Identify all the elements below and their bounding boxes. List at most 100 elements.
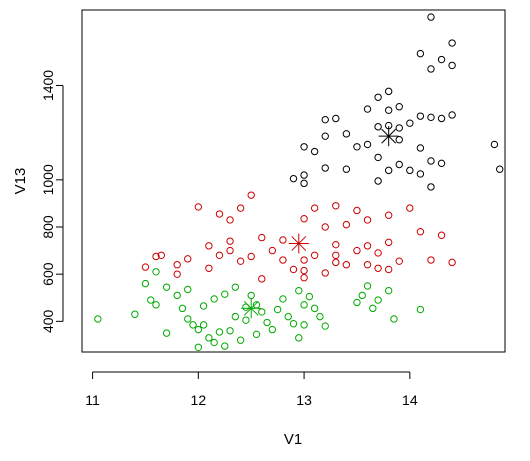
data-point [374,264,382,272]
data-point [210,338,218,347]
data-point [374,296,382,304]
data-point [406,204,414,212]
data-point [141,263,150,271]
data-point [226,246,234,255]
data-point [321,132,329,140]
data-point [448,111,456,119]
data-point [300,301,308,309]
data-point [384,286,393,295]
cluster-center-marker [288,233,309,254]
data-point [263,318,271,327]
y-axis: 400 600 800 1000 1400 [40,70,64,333]
data-point [199,321,208,329]
data-point [279,256,287,264]
data-point [300,266,308,275]
data-point [178,304,187,313]
plot-frame [81,9,506,353]
data-point [437,114,446,123]
data-point [332,240,340,249]
data-point [416,228,425,236]
data-point [289,265,298,274]
data-point [427,13,435,21]
data-point [437,231,446,239]
data-point [258,275,266,283]
data-point [194,203,203,211]
data-point [427,183,435,191]
data-point [295,286,303,295]
data-point [427,157,435,165]
data-point [416,112,425,120]
data-point [384,211,393,219]
data-point [194,343,203,351]
data-point [258,233,266,242]
data-point [427,113,435,122]
data-point [300,143,308,151]
data-point [437,55,446,64]
cluster-center-marker [241,298,262,319]
data-point [332,258,340,267]
data-point [152,252,160,261]
data-point [157,251,166,259]
data-point [363,105,372,113]
data-point [332,251,340,259]
data-point [215,251,224,259]
data-point [258,308,266,316]
data-point [342,261,351,269]
y-axis-label: V13 [12,168,29,195]
data-point [406,119,414,127]
data-point [236,336,245,344]
data-point [300,274,308,282]
data-point [321,115,329,124]
data-point [226,237,234,245]
data-point [310,251,319,259]
data-point [374,123,382,131]
data-point [363,282,372,290]
data-points [94,13,504,351]
data-point [384,238,393,247]
data-point [242,316,250,324]
data-point [279,295,287,303]
y-tick-label: 600 [40,262,56,286]
data-point [226,216,234,224]
data-point [295,334,303,342]
data-point [437,159,446,168]
data-point [316,312,324,321]
data-point [342,130,351,138]
data-point [374,249,382,257]
data-point [300,171,308,179]
data-point [210,295,218,303]
data-point [490,140,499,149]
data-point [427,256,435,264]
data-point [332,114,340,123]
data-point [215,210,224,218]
data-point [342,165,351,173]
data-point [252,330,261,339]
data-point [162,329,171,337]
x-tick-label: 12 [191,392,207,408]
data-point [162,283,171,291]
data-point [363,140,372,149]
data-point [332,202,340,210]
cluster-center-marker [378,126,399,147]
data-point [194,325,203,334]
data-point [395,160,403,169]
data-point [363,242,372,250]
data-point [289,174,298,183]
data-point [300,321,308,329]
data-point [374,153,382,162]
data-point [448,61,456,70]
data-point [273,305,282,314]
data-point [152,268,160,276]
data-point [427,65,435,73]
data-point [353,298,361,307]
data-point [374,93,382,101]
data-point [374,177,382,185]
data-point [416,49,425,58]
x-tick-label: 14 [402,392,418,408]
data-point [94,315,102,323]
data-point [215,328,224,336]
data-point [321,269,329,277]
x-tick-label: 11 [85,392,100,408]
data-point [353,246,361,255]
data-point [363,261,372,269]
